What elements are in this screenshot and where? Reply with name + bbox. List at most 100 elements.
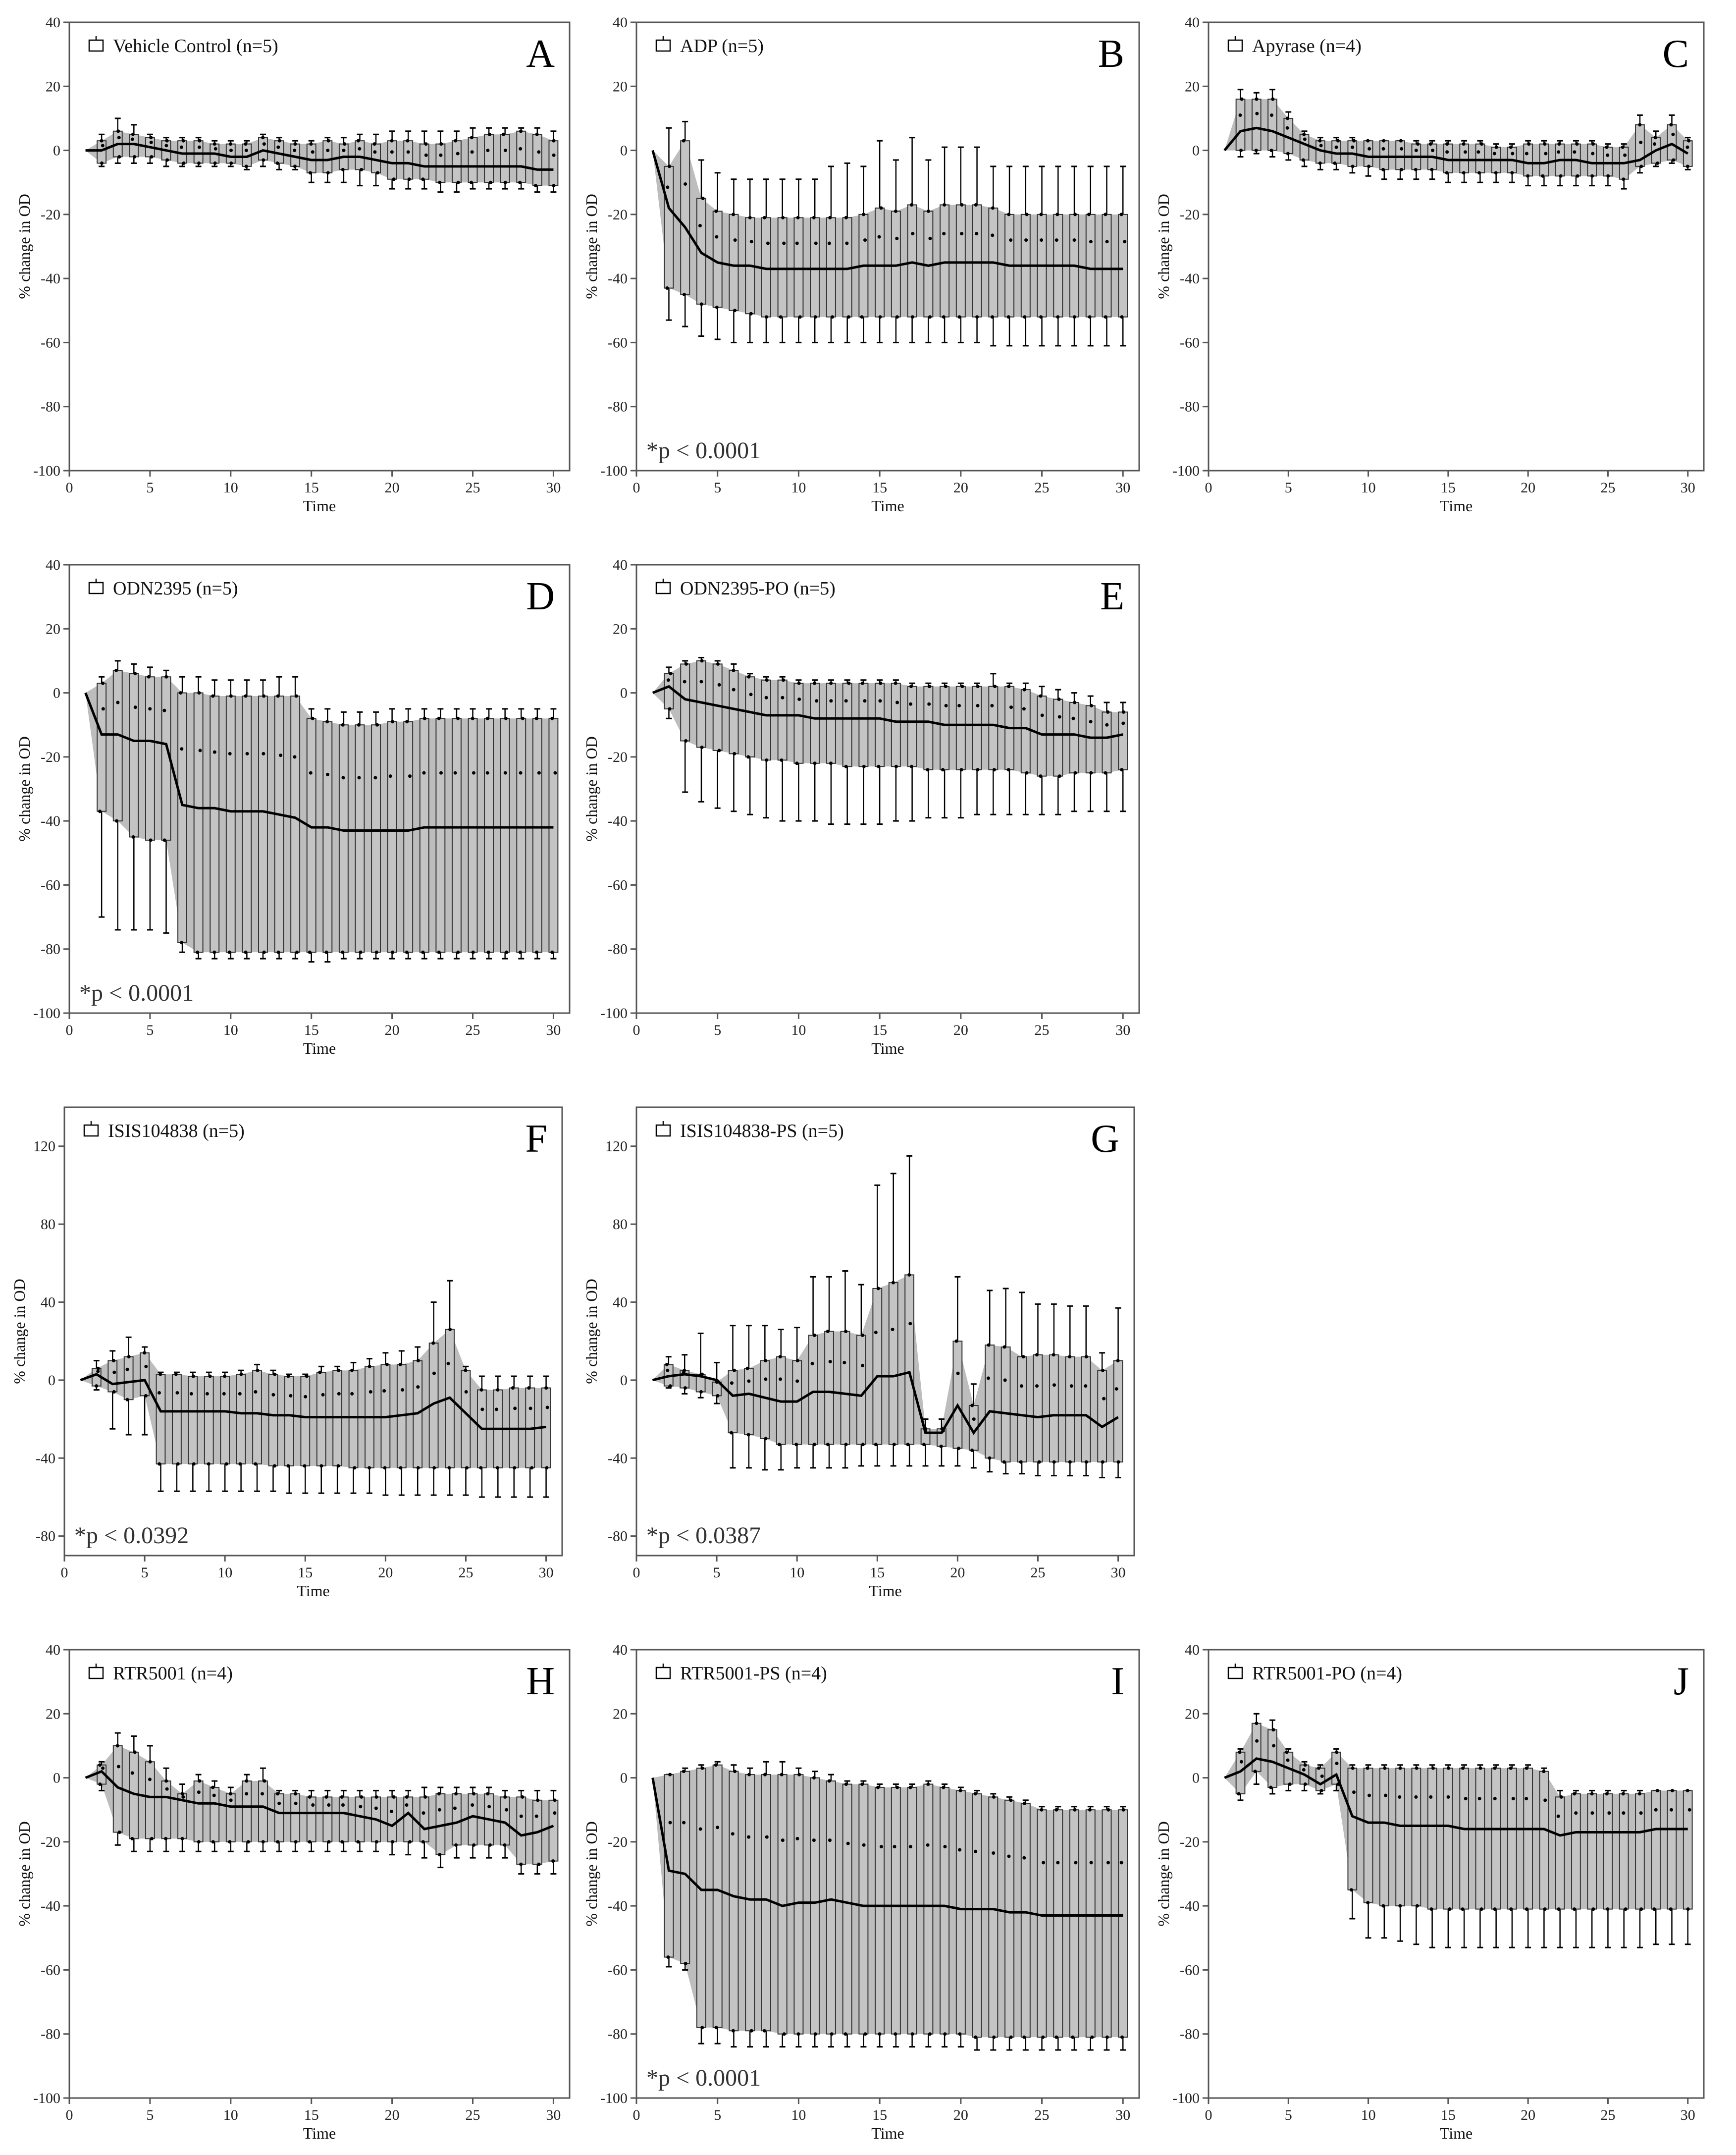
data-point <box>1121 721 1125 725</box>
data-point <box>813 682 816 685</box>
panel-letter: F <box>526 1117 548 1161</box>
data-point <box>262 158 265 162</box>
box <box>953 1341 962 1448</box>
data-point <box>289 1394 292 1398</box>
y-tick-label: 0 <box>1192 143 1200 159</box>
data-point <box>892 1281 895 1285</box>
x-axis-title: Time <box>303 2124 336 2142</box>
data-point <box>700 302 703 306</box>
data-point <box>943 2032 947 2036</box>
data-point <box>1526 174 1529 178</box>
box <box>1268 99 1277 150</box>
box <box>517 131 526 182</box>
data-point <box>278 139 281 143</box>
data-point <box>98 809 102 813</box>
box <box>1587 144 1596 176</box>
y-tick-label: -60 <box>608 1962 628 1978</box>
box <box>1086 705 1095 773</box>
legend-label: RTR5001-PO (n=4) <box>1252 1663 1402 1684</box>
data-point <box>1591 1907 1595 1911</box>
data-point <box>1068 1355 1071 1358</box>
data-point <box>447 1466 451 1469</box>
data-point <box>341 723 345 727</box>
data-point <box>325 720 329 723</box>
data-point <box>863 238 867 242</box>
data-point <box>164 1779 168 1783</box>
data-point <box>1003 1378 1007 1382</box>
box <box>956 205 965 317</box>
data-point <box>1255 1722 1258 1725</box>
data-point <box>812 1776 816 1779</box>
data-point <box>974 1850 977 1853</box>
box <box>908 1787 917 2034</box>
data-point <box>993 685 997 688</box>
data-point <box>1574 1811 1578 1815</box>
box <box>1070 1810 1079 2037</box>
box <box>827 1781 836 2034</box>
data-point <box>209 1375 212 1378</box>
data-point <box>149 1760 152 1764</box>
box <box>1103 1810 1111 2037</box>
data-point <box>511 1386 515 1390</box>
box <box>237 1374 246 1464</box>
data-point <box>454 139 457 143</box>
data-point <box>165 139 169 143</box>
y-tick-label: -100 <box>600 1005 628 1022</box>
data-point <box>1590 1792 1594 1795</box>
data-point <box>1399 1767 1402 1770</box>
data-point <box>1085 1355 1088 1358</box>
data-point <box>1544 152 1547 156</box>
box <box>549 718 558 952</box>
x-tick-label: 10 <box>217 1564 232 1581</box>
data-point <box>454 771 457 775</box>
data-point <box>928 237 932 240</box>
data-point <box>1084 1384 1087 1388</box>
data-point <box>1122 710 1125 714</box>
data-point <box>683 680 686 683</box>
y-tick-label: -100 <box>600 463 628 479</box>
data-point <box>1335 1762 1339 1765</box>
data-point <box>1638 123 1641 126</box>
data-point <box>1058 774 1061 778</box>
data-point <box>1023 1802 1026 1805</box>
data-point <box>669 1384 672 1388</box>
data-point <box>438 1808 441 1812</box>
data-point <box>813 1334 816 1337</box>
data-point <box>1104 315 1107 319</box>
data-point <box>1074 1861 1077 1864</box>
data-point <box>828 1779 831 1783</box>
data-point <box>1431 149 1434 152</box>
y-tick-label: 40 <box>46 1642 60 1658</box>
box <box>794 217 803 317</box>
data-point <box>1590 174 1594 178</box>
x-axis-title: Time <box>303 497 336 515</box>
box <box>1635 1794 1644 1909</box>
data-point <box>1041 2036 1045 2039</box>
data-point <box>1007 685 1010 688</box>
iqr-band <box>1224 1724 1687 1909</box>
data-point <box>714 210 718 213</box>
data-point <box>1269 1785 1272 1789</box>
data-point <box>1445 142 1449 146</box>
data-point <box>1476 150 1480 154</box>
data-point <box>1493 1797 1497 1800</box>
data-point <box>519 951 522 954</box>
data-point <box>908 1322 912 1325</box>
data-point <box>519 147 522 151</box>
data-point <box>1462 171 1466 174</box>
data-point <box>1431 1767 1435 1770</box>
data-point <box>974 203 978 207</box>
box <box>1380 141 1389 169</box>
data-point <box>826 1443 830 1446</box>
x-tick-label: 15 <box>1441 2107 1456 2123</box>
x-tick-label: 0 <box>66 2107 73 2123</box>
legend-label: ISIS104838-PS (n=5) <box>680 1121 844 1141</box>
y-tick-label: -40 <box>1180 1898 1200 1914</box>
y-tick-label: -100 <box>600 2090 628 2106</box>
data-point <box>438 181 441 184</box>
y-tick-label: 20 <box>46 1706 60 1722</box>
data-point <box>360 168 363 171</box>
data-point <box>830 2032 834 2036</box>
data-point <box>392 177 396 181</box>
data-point <box>112 1359 115 1362</box>
